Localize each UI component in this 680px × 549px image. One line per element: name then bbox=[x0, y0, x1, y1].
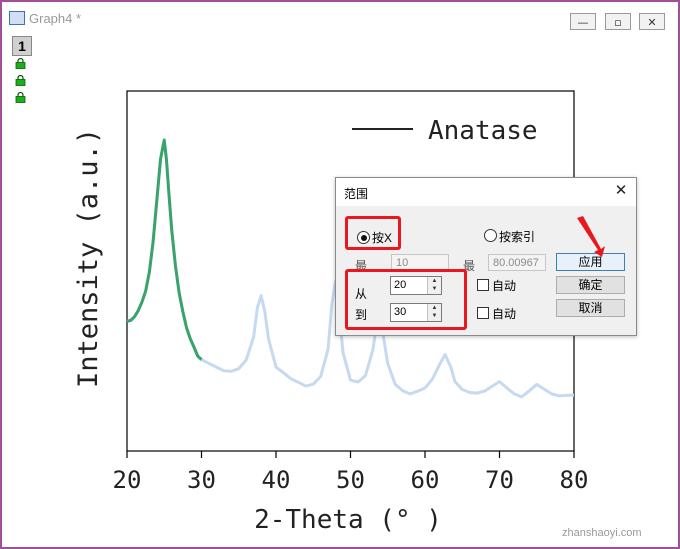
dialog-titlebar[interactable]: 范围 ✕ bbox=[336, 178, 636, 206]
cancel-button[interactable]: 取消 bbox=[556, 299, 625, 317]
auto-label-to[interactable]: 自动 bbox=[492, 307, 517, 321]
maximize-button[interactable]: ▫ bbox=[605, 13, 631, 30]
plot-lines bbox=[126, 138, 575, 399]
series-line-selected-range bbox=[126, 138, 203, 361]
highlight-box-by-x bbox=[345, 216, 401, 250]
ok-button[interactable]: 确定 bbox=[556, 276, 625, 294]
from-label: 从 bbox=[355, 287, 368, 301]
auto-checkbox-to[interactable] bbox=[477, 307, 489, 319]
y-axis-label: Intensity (a.u.) bbox=[73, 128, 104, 388]
lock-icon[interactable] bbox=[15, 92, 26, 103]
radio-by-x-label[interactable]: 按X bbox=[372, 231, 393, 245]
x-axis: 20 30 40 50 60 70 80 bbox=[113, 451, 589, 494]
radio-by-index-label[interactable]: 按索引 bbox=[499, 230, 536, 244]
radio-by-index[interactable] bbox=[484, 229, 497, 242]
to-value[interactable]: 30 bbox=[394, 306, 407, 318]
graph-window-icon bbox=[9, 11, 25, 25]
highlight-box-range bbox=[345, 269, 467, 330]
max-value-field: 80.00967 bbox=[488, 254, 546, 271]
x-tick-label: 50 bbox=[336, 466, 365, 494]
layer-number-button[interactable]: 1 bbox=[12, 36, 32, 56]
lock-icon[interactable] bbox=[15, 58, 26, 69]
legend-label: Anatase bbox=[428, 116, 538, 146]
dialog-title: 范围 bbox=[344, 187, 369, 201]
radio-by-x[interactable] bbox=[357, 231, 370, 244]
dialog-close-icon[interactable]: ✕ bbox=[614, 182, 628, 199]
window-title: Graph4 * bbox=[29, 11, 82, 26]
to-spinner-arrows-icon[interactable]: ▲ ▼ bbox=[427, 304, 441, 321]
x-tick-label: 40 bbox=[262, 466, 291, 494]
to-label: 到 bbox=[355, 308, 368, 322]
x-tick-label: 30 bbox=[187, 466, 216, 494]
auto-checkbox-from[interactable] bbox=[477, 279, 489, 291]
close-button[interactable]: ✕ bbox=[639, 13, 665, 30]
x-axis-label: 2-Theta (° ) bbox=[254, 505, 442, 535]
lock-icon[interactable] bbox=[15, 75, 26, 86]
watermark-text: zhanshaoyi.com bbox=[562, 527, 642, 539]
from-spinner[interactable]: 20 ▲ ▼ bbox=[390, 276, 442, 295]
x-tick-label: 70 bbox=[485, 466, 514, 494]
x-tick-label: 80 bbox=[560, 466, 589, 494]
window-titlebar[interactable]: Graph4 * — ▫ ✕ bbox=[2, 2, 678, 30]
from-spinner-arrows-icon[interactable]: ▲ ▼ bbox=[427, 277, 441, 294]
apply-button[interactable]: 应用 bbox=[556, 253, 625, 271]
to-spinner[interactable]: 30 ▲ ▼ bbox=[390, 303, 442, 322]
x-tick-label: 60 bbox=[411, 466, 440, 494]
auto-label-from[interactable]: 自动 bbox=[492, 279, 517, 293]
minimize-button[interactable]: — bbox=[570, 13, 596, 30]
from-value[interactable]: 20 bbox=[394, 279, 407, 291]
x-tick-label: 20 bbox=[113, 466, 142, 494]
